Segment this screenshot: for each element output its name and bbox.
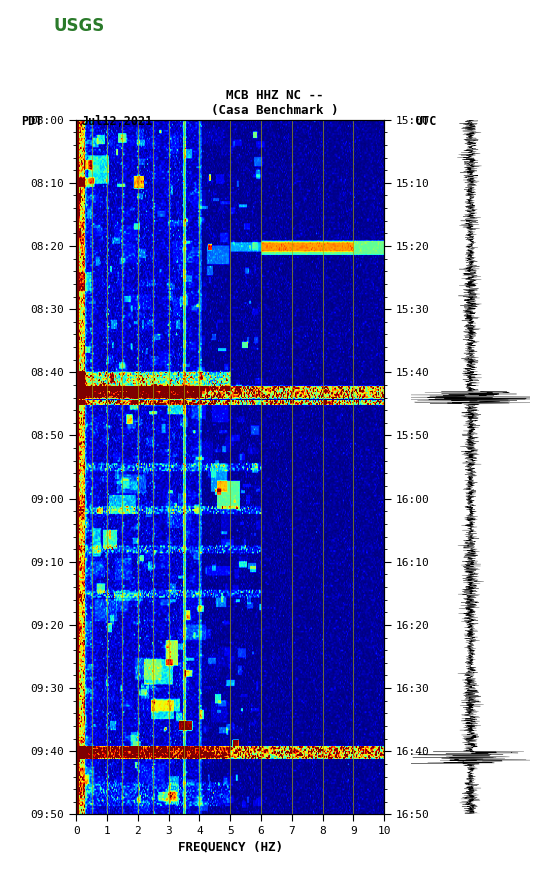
Text: (Casa Benchmark ): (Casa Benchmark ) bbox=[211, 104, 338, 117]
Text: UTC: UTC bbox=[415, 115, 437, 128]
Polygon shape bbox=[10, 13, 47, 43]
Text: PDT: PDT bbox=[21, 115, 43, 128]
Text: USGS: USGS bbox=[54, 17, 105, 35]
X-axis label: FREQUENCY (HZ): FREQUENCY (HZ) bbox=[178, 840, 283, 854]
Text: Jul12,2021: Jul12,2021 bbox=[82, 115, 153, 128]
Text: MCB HHZ NC --: MCB HHZ NC -- bbox=[226, 89, 323, 102]
